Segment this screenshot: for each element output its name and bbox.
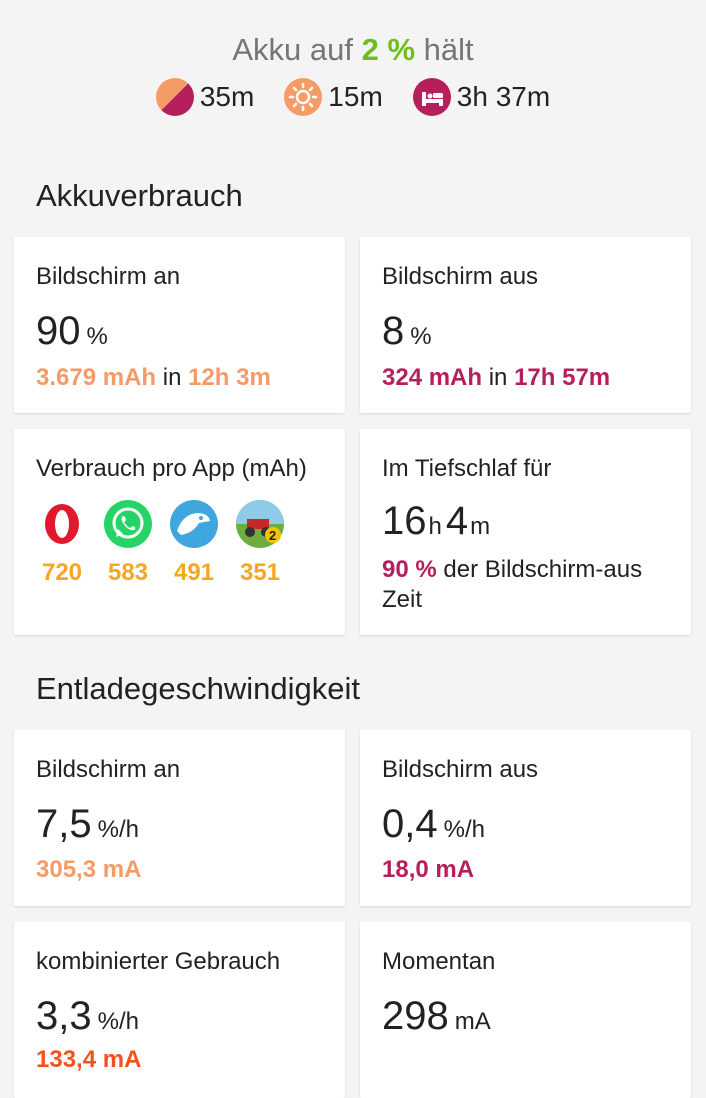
card-usage-per-app[interactable]: Verbrauch pro App (mAh) 720 583 491 2 35… (14, 429, 345, 635)
consumption-screen-on-detail: 3.679 mAh in 12h 3m (36, 364, 271, 392)
hill-climb-racing-2-icon: 2 (235, 499, 285, 549)
consumption-screen-off-detail: 324 mAh in 17h 57m (382, 364, 610, 392)
card-current-now[interactable]: Momentan 298 mA (360, 922, 691, 1098)
title-suffix: hält (415, 32, 474, 67)
title-prefix: Akku auf (232, 32, 362, 67)
card-label: Bildschirm an (36, 263, 181, 290)
card-label: Bildschirm aus (382, 263, 539, 290)
card-discharge-combined[interactable]: kombinierter Gebrauch 3,3 %/h 133,4 mA (14, 922, 345, 1098)
rate-unit: %/h (97, 1008, 139, 1035)
bed-icon (412, 78, 451, 116)
mah-value: 324 mAh (382, 364, 483, 391)
estimates-row: 35m 15m (0, 78, 706, 116)
current-value: 298 (382, 994, 449, 1038)
deep-sleep-duration: 16h 4m (382, 499, 494, 544)
percent-value: 90 (36, 309, 81, 353)
card-consumption-screen-off[interactable]: Bildschirm aus 8% 324 mAh in 17h 57m (360, 237, 691, 413)
in-text: in (488, 364, 508, 391)
estimate-screen-off-value: 3h 37m (456, 81, 551, 112)
estimate-mixed-value: 35m (199, 81, 255, 112)
duration-value: 12h 3m (188, 364, 271, 391)
estimate-screen-on-value: 15m (328, 81, 383, 112)
battery-estimate-header: Akku auf 2 % hält 35m 15m (0, 30, 706, 116)
hours-value: 16 (382, 499, 427, 543)
app-usage-item[interactable]: 583 (102, 499, 154, 587)
app-usage-list: 720 583 491 2 351 (36, 499, 286, 587)
app-usage-value: 583 (107, 559, 149, 586)
card-label: Im Tiefschlaf für (382, 455, 552, 482)
minutes-unit: m (470, 513, 491, 540)
app-usage-value: 720 (41, 559, 83, 586)
sun-icon (284, 78, 323, 116)
card-discharge-screen-on[interactable]: Bildschirm an 7,5 %/h 305,3 mA (14, 730, 345, 906)
card-label: Bildschirm an (36, 756, 181, 783)
current-value: 305,3 mA (36, 856, 142, 883)
current-unit: mA (454, 1008, 491, 1035)
discharge-section-title: Entladegeschwindigkeit (36, 671, 360, 706)
deep-sleep-detail: 90 % der Bildschirm-aus (382, 556, 642, 584)
rate-value: 3,3 (36, 994, 92, 1038)
minutes-value: 4 (445, 499, 469, 543)
current-now-value: 298 mA (382, 994, 491, 1039)
percent-unit: % (410, 323, 432, 350)
app-usage-item[interactable]: 720 (36, 499, 88, 587)
kiwi-browser-icon (169, 499, 219, 549)
mixed-usage-icon (155, 78, 194, 116)
current-value: 18,0 mA (382, 856, 475, 883)
card-label: kombinierter Gebrauch (36, 948, 281, 975)
estimate-screen-on: 15m (284, 78, 383, 116)
app-usage-value: 491 (173, 559, 215, 586)
discharge-screen-off-rate: 0,4 %/h (382, 802, 485, 847)
discharge-screen-on-rate: 7,5 %/h (36, 802, 139, 847)
percent-value: 8 (382, 309, 405, 353)
consumption-section-title: Akkuverbrauch (36, 178, 243, 213)
opera-icon (37, 499, 87, 549)
rate-value: 0,4 (382, 802, 438, 846)
hours-unit: h (428, 513, 442, 540)
svg-text:2: 2 (269, 528, 276, 543)
duration-value: 17h 57m (514, 364, 611, 391)
consumption-screen-off-percent: 8% (382, 309, 432, 354)
rate-value: 7,5 (36, 802, 92, 846)
estimate-mixed: 35m (155, 78, 255, 116)
whatsapp-icon (103, 499, 153, 549)
estimate-screen-off: 3h 37m (412, 78, 551, 116)
rate-unit: %/h (97, 816, 139, 843)
current-value: 133,4 mA (36, 1046, 142, 1073)
discharge-combined-rate: 3,3 %/h (36, 994, 139, 1039)
card-label: Bildschirm aus (382, 756, 539, 783)
deep-sleep-percent: 90 % (382, 556, 437, 583)
card-consumption-screen-on[interactable]: Bildschirm an 90% 3.679 mAh in 12h 3m (14, 237, 345, 413)
card-discharge-screen-off[interactable]: Bildschirm aus 0,4 %/h 18,0 mA (360, 730, 691, 906)
app-usage-value: 351 (239, 559, 281, 586)
deep-sleep-desc-cont: Zeit (382, 586, 423, 613)
card-deep-sleep[interactable]: Im Tiefschlaf für 16h 4m 90 % der Bildsch… (360, 429, 691, 635)
battery-level-value: 2 % (361, 32, 416, 67)
in-text: in (162, 364, 182, 391)
card-label: Momentan (382, 948, 496, 975)
rate-unit: %/h (443, 816, 485, 843)
remaining-time-title: Akku auf 2 % hält (0, 30, 706, 70)
app-usage-item[interactable]: 2 351 (234, 499, 286, 587)
mah-value: 3.679 mAh (36, 364, 157, 391)
deep-sleep-desc: der Bildschirm-aus (436, 556, 643, 583)
app-usage-item[interactable]: 491 (168, 499, 220, 587)
card-label: Verbrauch pro App (mAh) (36, 455, 307, 482)
consumption-screen-on-percent: 90% (36, 309, 108, 354)
percent-unit: % (86, 323, 108, 350)
